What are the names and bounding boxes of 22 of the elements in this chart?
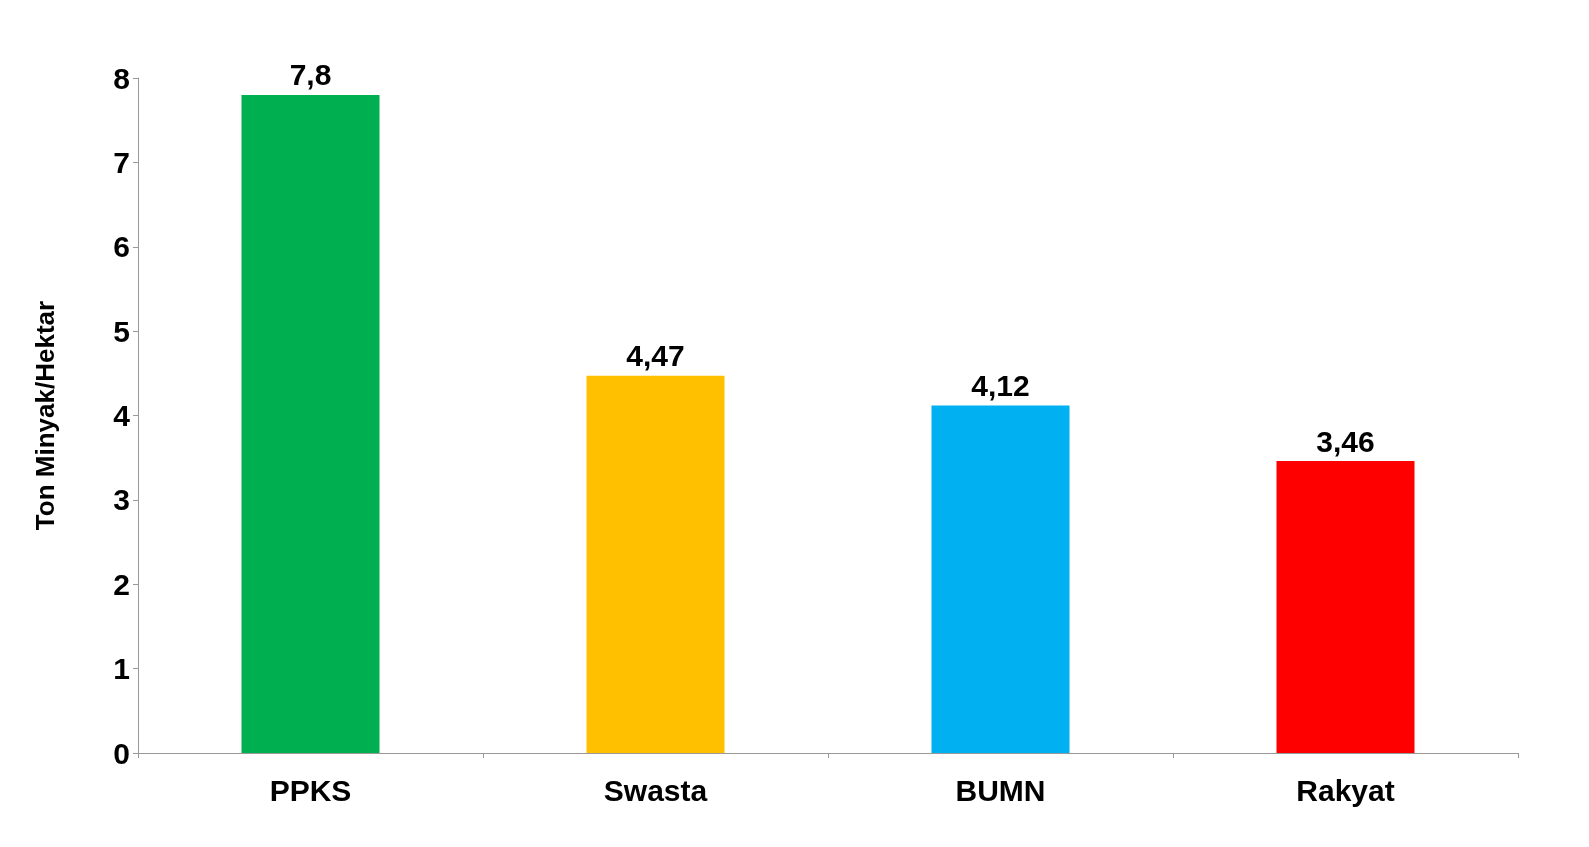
- y-tick-label: 1: [113, 652, 130, 686]
- y-tick-label: 3: [113, 483, 130, 517]
- y-tick-label: 2: [113, 567, 130, 601]
- bar: [241, 94, 380, 753]
- y-tick-label: 5: [113, 314, 130, 348]
- x-tick-label: PPKS: [269, 773, 352, 807]
- data-label: 4,47: [626, 339, 685, 373]
- x-tick-label: BUMN: [955, 773, 1046, 807]
- bar: [586, 375, 725, 753]
- y-tick-label: 8: [113, 61, 130, 95]
- bar: [931, 405, 1070, 753]
- y-tick-label: 6: [113, 230, 130, 264]
- y-tick-label: 4: [113, 399, 131, 432]
- y-tick-label: 7: [113, 145, 130, 179]
- x-tick-label: Swasta: [603, 773, 708, 807]
- data-label: 7,8: [289, 58, 332, 92]
- data-label: 4,12: [971, 368, 1030, 402]
- x-tick-label: Rakyat: [1296, 773, 1395, 807]
- y-tick-label: 0: [113, 736, 130, 770]
- bar: [1276, 461, 1415, 753]
- y-axis-title: Ton Minyak/Hektar: [30, 300, 60, 531]
- data-label: 3,46: [1316, 424, 1375, 458]
